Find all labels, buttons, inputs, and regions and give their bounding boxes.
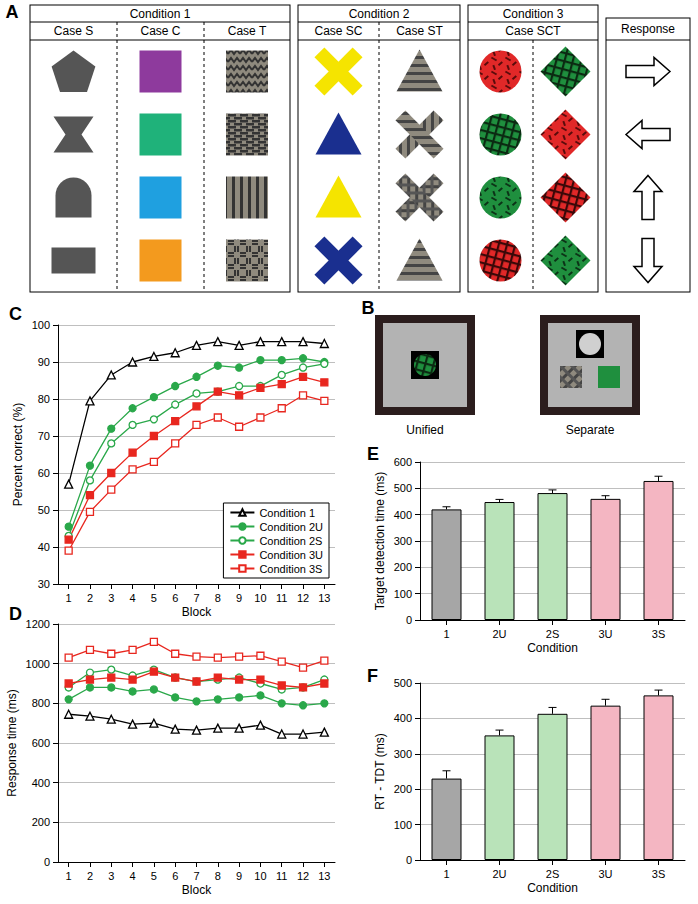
svg-text:9: 9 xyxy=(236,870,242,882)
svg-text:600: 600 xyxy=(32,737,50,749)
svg-text:E: E xyxy=(367,444,379,464)
svg-text:RT - TDT (ms): RT - TDT (ms) xyxy=(373,733,387,809)
svg-text:300: 300 xyxy=(394,748,412,760)
svg-text:D: D xyxy=(9,604,22,624)
svg-text:1: 1 xyxy=(443,868,449,880)
svg-text:11: 11 xyxy=(276,592,287,604)
svg-text:5: 5 xyxy=(151,870,157,882)
svg-text:Condition 2S: Condition 2S xyxy=(259,535,322,547)
svg-text:400: 400 xyxy=(394,509,412,521)
svg-text:8: 8 xyxy=(215,592,221,604)
svg-text:8: 8 xyxy=(215,870,221,882)
svg-text:Case ST: Case ST xyxy=(396,24,443,38)
svg-text:0: 0 xyxy=(406,614,412,626)
svg-text:200: 200 xyxy=(394,783,412,795)
svg-text:2S: 2S xyxy=(546,868,559,880)
svg-text:300: 300 xyxy=(394,535,412,547)
svg-text:Condition 3S: Condition 3S xyxy=(259,563,322,575)
svg-text:200: 200 xyxy=(394,561,412,573)
svg-text:2: 2 xyxy=(87,870,93,882)
svg-text:200: 200 xyxy=(32,816,50,828)
svg-text:1200: 1200 xyxy=(26,618,50,630)
svg-text:6: 6 xyxy=(172,592,178,604)
svg-text:80: 80 xyxy=(38,393,50,405)
svg-text:13: 13 xyxy=(318,592,330,604)
svg-text:100: 100 xyxy=(394,819,412,831)
svg-text:Condition 1: Condition 1 xyxy=(259,507,315,519)
svg-text:0: 0 xyxy=(44,856,50,868)
svg-text:Separate: Separate xyxy=(566,423,615,437)
svg-text:500: 500 xyxy=(394,677,412,689)
svg-text:C: C xyxy=(9,304,22,324)
svg-text:F: F xyxy=(367,666,378,686)
svg-text:6: 6 xyxy=(172,870,178,882)
svg-text:4: 4 xyxy=(130,592,136,604)
svg-text:5: 5 xyxy=(151,592,157,604)
svg-text:Case S: Case S xyxy=(54,24,93,38)
svg-text:2U: 2U xyxy=(492,868,506,880)
svg-text:0: 0 xyxy=(406,854,412,866)
svg-text:500: 500 xyxy=(394,482,412,494)
svg-text:Condition: Condition xyxy=(527,641,578,655)
svg-text:Target detection time (ms): Target detection time (ms) xyxy=(373,472,387,611)
svg-text:Response time (ms): Response time (ms) xyxy=(5,689,19,796)
svg-text:100: 100 xyxy=(32,319,50,331)
svg-text:30: 30 xyxy=(38,578,50,590)
svg-text:12: 12 xyxy=(297,592,309,604)
svg-text:1000: 1000 xyxy=(26,658,50,670)
svg-text:9: 9 xyxy=(236,592,242,604)
svg-text:Unified: Unified xyxy=(406,423,443,437)
svg-text:Block: Block xyxy=(182,883,212,897)
svg-text:7: 7 xyxy=(193,870,199,882)
svg-text:1: 1 xyxy=(443,628,449,640)
svg-text:Condition 2: Condition 2 xyxy=(349,7,410,21)
svg-text:10: 10 xyxy=(254,592,266,604)
svg-text:60: 60 xyxy=(38,467,50,479)
svg-text:12: 12 xyxy=(297,870,309,882)
svg-text:Case C: Case C xyxy=(140,24,180,38)
svg-text:A: A xyxy=(6,2,19,22)
svg-text:100: 100 xyxy=(394,588,412,600)
svg-text:3U: 3U xyxy=(598,628,612,640)
svg-text:Response: Response xyxy=(621,22,675,36)
svg-text:Block: Block xyxy=(182,605,212,619)
svg-text:Condition: Condition xyxy=(527,881,578,895)
svg-text:90: 90 xyxy=(38,356,50,368)
svg-text:2U: 2U xyxy=(492,628,506,640)
svg-text:7: 7 xyxy=(193,592,199,604)
svg-text:3: 3 xyxy=(108,592,114,604)
svg-text:Case T: Case T xyxy=(228,24,267,38)
svg-text:Percent correct (%): Percent correct (%) xyxy=(11,403,25,506)
svg-text:3: 3 xyxy=(108,870,114,882)
svg-text:1: 1 xyxy=(66,870,72,882)
svg-text:3S: 3S xyxy=(652,628,665,640)
svg-text:600: 600 xyxy=(394,456,412,468)
svg-text:B: B xyxy=(362,298,375,318)
svg-text:Condition 2U: Condition 2U xyxy=(259,521,323,533)
svg-text:2S: 2S xyxy=(546,628,559,640)
svg-text:70: 70 xyxy=(38,430,50,442)
svg-text:1: 1 xyxy=(66,592,72,604)
svg-text:2: 2 xyxy=(87,592,93,604)
svg-text:400: 400 xyxy=(394,712,412,724)
svg-text:13: 13 xyxy=(318,870,330,882)
svg-text:Condition 1: Condition 1 xyxy=(130,7,191,21)
svg-text:10: 10 xyxy=(254,870,266,882)
svg-text:Case SC: Case SC xyxy=(314,24,362,38)
svg-text:40: 40 xyxy=(38,541,50,553)
svg-text:Condition 3: Condition 3 xyxy=(503,7,564,21)
svg-text:800: 800 xyxy=(32,697,50,709)
svg-text:Case SCT: Case SCT xyxy=(505,24,561,38)
svg-text:Condition 3U: Condition 3U xyxy=(259,549,323,561)
svg-text:3S: 3S xyxy=(652,868,665,880)
svg-text:3U: 3U xyxy=(598,868,612,880)
svg-text:400: 400 xyxy=(32,777,50,789)
svg-text:50: 50 xyxy=(38,504,50,516)
svg-text:11: 11 xyxy=(276,870,287,882)
svg-text:4: 4 xyxy=(130,870,136,882)
